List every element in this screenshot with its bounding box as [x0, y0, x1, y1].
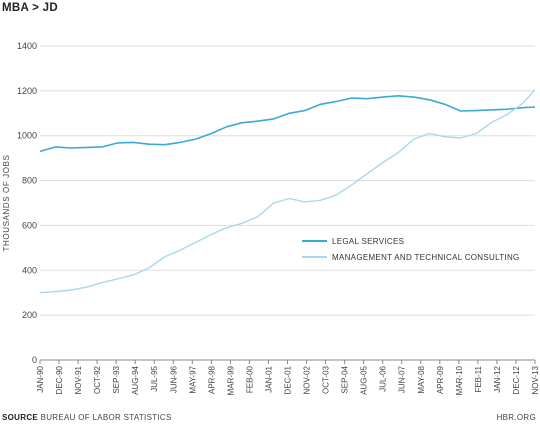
x-tick-label: JUL-06	[379, 365, 388, 391]
x-tick-label: FEB-00	[245, 365, 254, 393]
y-tick-label: 1000	[17, 131, 37, 141]
y-tick-label: 1200	[17, 86, 37, 96]
x-tick-label: NOV-13	[531, 365, 540, 394]
x-tick-label: MAY-08	[417, 365, 426, 393]
x-tick-label: NOV-91	[74, 365, 83, 394]
legend: LEGAL SERVICES MANAGEMENT AND TECHNICAL …	[302, 237, 520, 262]
source-note: SOURCE BUREAU OF LABOR STATISTICS	[2, 413, 172, 422]
x-tick-label: OCT-03	[322, 365, 331, 394]
y-tick-label: 1400	[17, 41, 37, 51]
series-line-consulting	[39, 89, 536, 294]
x-tick-label: DEC-12	[512, 365, 521, 394]
x-tick-label: APR-98	[207, 365, 216, 394]
x-tick-label: OCT-92	[93, 365, 102, 394]
x-tick-label: SEP-04	[341, 365, 350, 393]
x-tick-label: JAN-12	[493, 365, 502, 392]
chart-title: MBA > JD	[2, 2, 58, 14]
x-tick-label: MAR-10	[455, 365, 464, 395]
x-tick-label: FEB-11	[474, 365, 483, 392]
x-tick-label: JAN-90	[36, 365, 45, 392]
gridlines	[40, 45, 535, 361]
y-tick-label: 0	[32, 355, 37, 365]
x-tick-label: DEC-01	[284, 365, 293, 394]
source-text: BUREAU OF LABOR STATISTICS	[40, 413, 172, 422]
y-tick-label: 800	[22, 176, 37, 186]
series-line-legal-services	[39, 95, 536, 153]
x-tick-label: AUG-94	[131, 365, 140, 394]
series-lines	[39, 89, 536, 294]
y-tick-label: 200	[22, 310, 37, 320]
x-tick-label: NOV-02	[303, 365, 312, 394]
x-tick-label: DEC-90	[55, 365, 64, 394]
credit: HBR.ORG	[496, 413, 536, 422]
x-tick-label: MAR-99	[226, 365, 235, 395]
x-tick-label: MAY-97	[188, 365, 197, 393]
y-axis-label: THOUSANDS OF JOBS	[2, 155, 11, 252]
y-tick-label: 600	[22, 220, 37, 230]
x-tick-label: AUG-05	[360, 365, 369, 394]
legend-label-consulting: MANAGEMENT AND TECHNICAL CONSULTING	[332, 253, 520, 262]
y-tick-label: 400	[22, 265, 37, 275]
x-tick-label: SEP-93	[112, 365, 121, 393]
source-label: SOURCE	[2, 413, 39, 422]
x-tick-label: JUL-95	[150, 365, 159, 391]
x-tick-label: JAN-01	[264, 365, 273, 392]
y-axis: 0 200 400 600 800 1000 1200 1400	[17, 41, 37, 365]
legend-label-legal-services: LEGAL SERVICES	[332, 237, 404, 246]
x-tick-label: JUN-07	[398, 365, 407, 393]
x-tick-label: JUN-96	[169, 365, 178, 393]
x-tick-label: APR-09	[436, 365, 445, 394]
x-axis: JAN-90 DEC-90 NOV-91 OCT-92 SEP-93 AUG-94 JUL-…	[36, 360, 540, 395]
